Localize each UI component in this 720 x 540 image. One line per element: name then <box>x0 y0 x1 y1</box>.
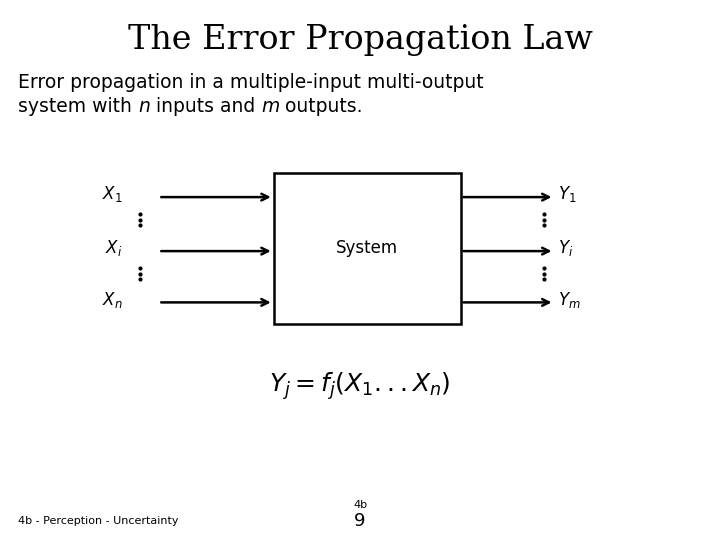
Bar <box>274 173 461 324</box>
Text: System: System <box>336 239 398 258</box>
Text: inputs and: inputs and <box>150 97 261 116</box>
Text: $X_i$: $X_i$ <box>105 238 122 259</box>
Text: outputs.: outputs. <box>279 97 363 116</box>
Text: 9: 9 <box>354 512 366 530</box>
Text: m: m <box>261 97 279 116</box>
Text: $X_1$: $X_1$ <box>102 184 122 205</box>
Text: Error propagation in a multiple-input multi-output: Error propagation in a multiple-input mu… <box>18 73 484 92</box>
Text: 4b - Perception - Uncertainty: 4b - Perception - Uncertainty <box>18 516 179 526</box>
Text: n: n <box>138 97 150 116</box>
Text: $X_n$: $X_n$ <box>102 289 122 310</box>
Text: system with: system with <box>18 97 138 116</box>
Text: The Error Propagation Law: The Error Propagation Law <box>127 24 593 56</box>
Text: $Y_j = f_j(X_1...X_n)$: $Y_j = f_j(X_1...X_n)$ <box>269 370 451 402</box>
Text: $Y_i$: $Y_i$ <box>558 238 573 259</box>
Text: 4b: 4b <box>353 500 367 510</box>
Text: $Y_m$: $Y_m$ <box>558 289 581 310</box>
Text: $Y_1$: $Y_1$ <box>558 184 577 205</box>
